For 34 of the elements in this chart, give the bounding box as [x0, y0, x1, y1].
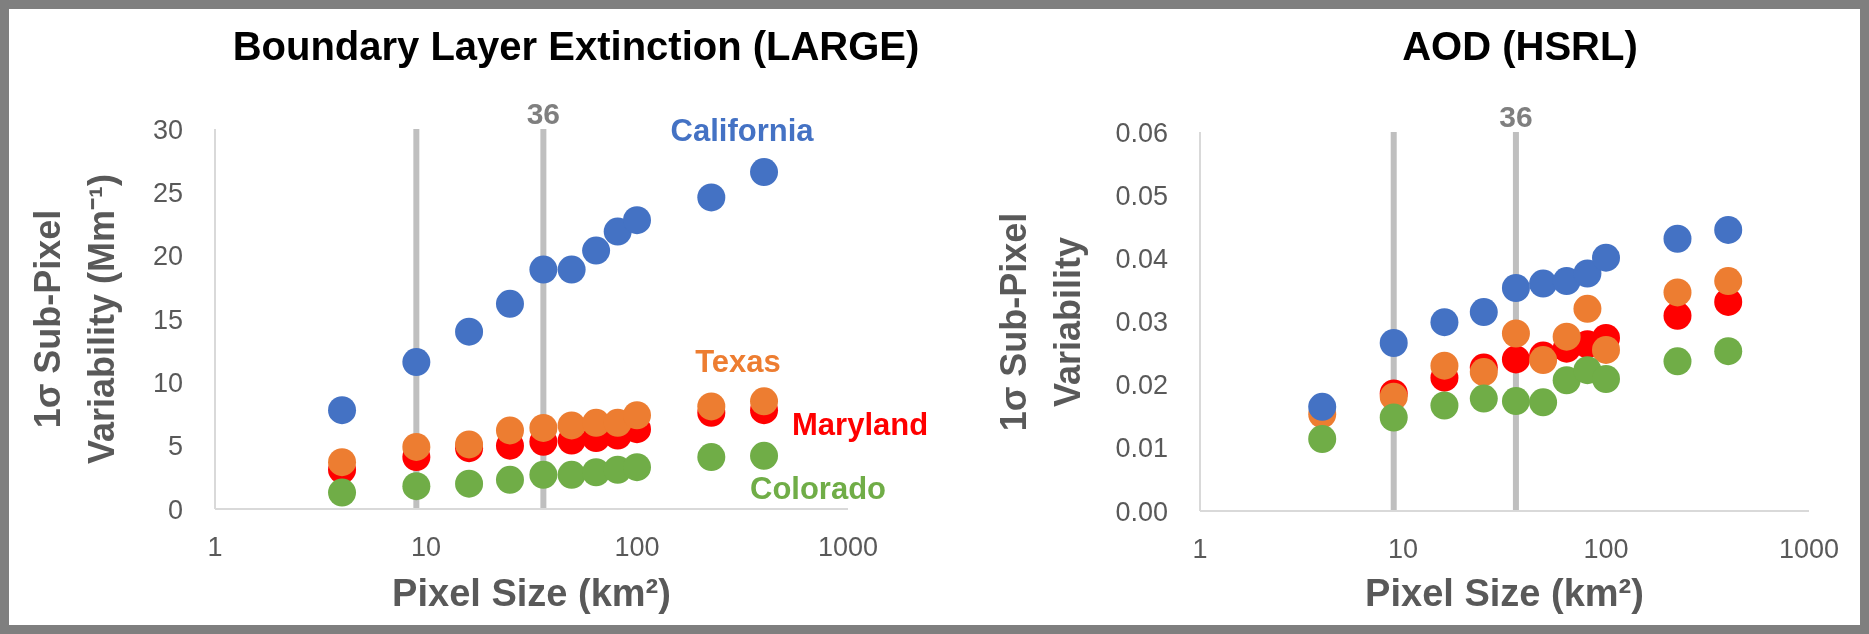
y-tick-label: 25 [152, 177, 183, 208]
y-tick-label: 20 [152, 241, 183, 272]
x-tick-label: 10 [1387, 534, 1419, 565]
x-tick-label: 1 [207, 532, 223, 563]
x-tick-label: 100 [614, 532, 660, 563]
ref-line-label: 36 [1499, 100, 1533, 133]
x-tick-label: 1000 [1778, 534, 1840, 565]
y-tick-label: 0.00 [1115, 496, 1168, 527]
y-tick-label: 0.05 [1115, 180, 1168, 211]
chart-title: AOD (HSRL) [1401, 24, 1639, 69]
series-label: Maryland [792, 406, 929, 442]
y-tick-label: 5 [167, 431, 183, 462]
series-label: Colorado [750, 471, 887, 507]
y-tick-label: 0.04 [1115, 243, 1168, 274]
y-tick-label: 10 [152, 367, 183, 398]
y-axis-title: 1σ Sub-Pixel Variability (Mm⁻¹) [26, 172, 123, 467]
series-label: California [670, 112, 815, 148]
x-tick-label: 1 [1192, 534, 1208, 565]
ref-line-label: 36 [526, 97, 561, 130]
x-tick-label: 1000 [817, 532, 879, 563]
y-tick-label: 0.01 [1115, 433, 1168, 464]
x-tick-label: 100 [1583, 534, 1629, 565]
chart-title: Boundary Layer Extinction (LARGE) [231, 24, 921, 69]
y-axis-title: 1σ Sub-Pixel Variability [992, 211, 1089, 433]
y-tick-label: 0.02 [1115, 370, 1168, 401]
x-axis-title: Pixel Size (km²) [1364, 572, 1645, 615]
y-tick-label: 0.06 [1115, 117, 1168, 148]
series-label: Texas [695, 343, 781, 379]
y-tick-label: 0.03 [1115, 307, 1168, 338]
x-axis-title: Pixel Size (km²) [391, 572, 672, 615]
y-tick-label: 15 [152, 304, 183, 335]
y-tick-label: 0 [167, 494, 183, 525]
x-tick-label: 10 [410, 532, 442, 563]
y-tick-label: 30 [152, 114, 183, 145]
